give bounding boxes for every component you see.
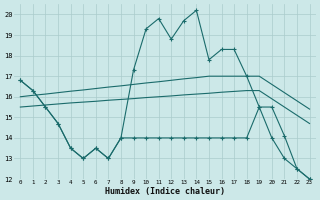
X-axis label: Humidex (Indice chaleur): Humidex (Indice chaleur)	[105, 187, 225, 196]
